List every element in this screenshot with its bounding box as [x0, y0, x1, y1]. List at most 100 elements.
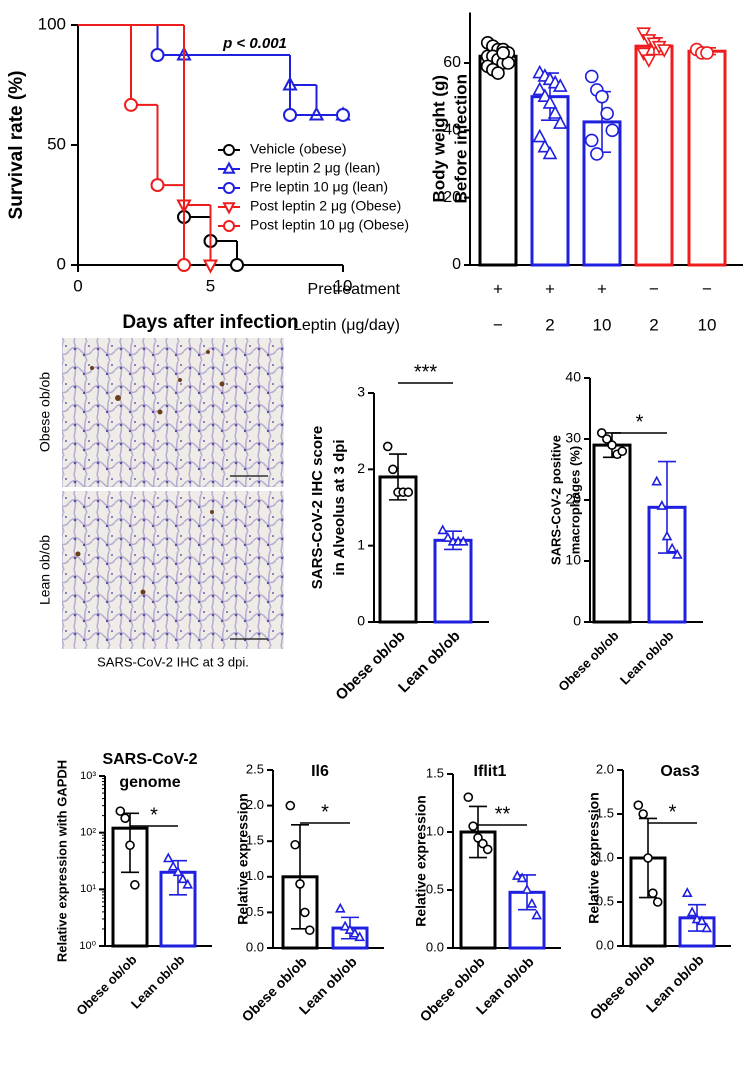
marker	[496, 46, 510, 60]
marker	[552, 78, 568, 92]
marker	[300, 907, 310, 918]
row-label: Leptin (μg/day)	[293, 317, 400, 334]
x-tick-label: Obese ob/ob	[416, 953, 487, 1024]
marker	[115, 806, 126, 816]
y-tick-label: 0	[357, 613, 365, 629]
legend-marker	[222, 161, 236, 174]
legend-label: Pre leptin 2 μg (lean)	[250, 160, 380, 176]
y-tick-label: 60	[443, 54, 461, 71]
y-tick-label: 10²	[80, 827, 96, 839]
image-caption: SARS-CoV-2 IHC at 3 dpi.	[97, 654, 249, 669]
significance-label: *	[321, 801, 329, 823]
y-tick-label: 2.5	[246, 761, 264, 776]
marker	[661, 530, 673, 541]
marker	[167, 860, 179, 871]
marker	[643, 853, 653, 863]
marker	[590, 147, 604, 161]
y-tick-label: 0.5	[596, 893, 614, 908]
marker	[124, 97, 138, 112]
x-tick-label: 2	[545, 315, 554, 334]
x-tick-label: −	[702, 279, 712, 298]
marker	[531, 909, 543, 920]
marker	[521, 883, 533, 894]
y-tick-label: 20	[443, 189, 461, 206]
marker	[202, 259, 219, 274]
ihc-image-lean	[62, 491, 284, 649]
x-tick-label: +	[545, 279, 555, 298]
marker	[511, 869, 523, 880]
x-tick-label: 10	[334, 276, 353, 295]
marker	[552, 115, 568, 129]
marker	[681, 887, 693, 898]
image-label: Lean ob/ob	[37, 535, 53, 605]
marker	[537, 138, 553, 153]
row-label: Pretreatment	[308, 281, 401, 298]
x-tick-label: 0	[73, 276, 82, 295]
marker	[547, 105, 563, 119]
marker	[651, 475, 663, 486]
marker	[336, 108, 350, 122]
bar	[634, 44, 674, 267]
ihc-image-obese	[62, 338, 284, 487]
x-tick-label: 10	[698, 315, 717, 334]
y-tick-label: 40	[443, 122, 461, 139]
marker	[701, 922, 713, 933]
significance-label: *	[669, 801, 677, 823]
marker	[633, 800, 644, 811]
marker	[162, 852, 174, 863]
marker	[532, 81, 548, 96]
y-axis-label: Relative expression	[413, 795, 429, 927]
y-tick-label: 1.0	[596, 849, 614, 864]
legend-marker	[222, 202, 236, 215]
chart-title: Iflit1	[474, 763, 507, 780]
marker	[636, 27, 652, 41]
marker	[177, 258, 191, 272]
x-tick-label: Obese ob/ob	[332, 628, 408, 704]
marker	[656, 44, 672, 58]
y-tick-label: 20	[565, 491, 581, 507]
marker	[442, 531, 454, 542]
y-axis-label: SARS-CoV-2 positive	[548, 435, 563, 565]
marker	[339, 920, 351, 931]
marker	[230, 258, 244, 272]
marker	[666, 542, 678, 553]
marker	[532, 128, 548, 143]
marker	[656, 500, 668, 510]
marker	[602, 434, 612, 444]
y-tick-label: 2.0	[246, 797, 264, 812]
y-tick-label: 50	[47, 134, 66, 153]
image-label: Obese ob/ob	[37, 372, 53, 452]
marker	[125, 840, 135, 851]
marker	[584, 69, 599, 84]
y-tick-label: 0.5	[246, 904, 264, 919]
marker	[584, 133, 599, 148]
significance-label: *	[636, 411, 644, 433]
y-tick-label: 2	[357, 460, 365, 476]
marker	[150, 48, 165, 62]
significance-label: ***	[414, 361, 438, 383]
marker	[482, 844, 493, 855]
y-tick-label: 0	[452, 256, 461, 273]
y-tick-label: 0	[573, 613, 581, 629]
marker	[491, 66, 505, 80]
marker	[283, 108, 297, 122]
marker	[652, 897, 663, 907]
significance-label: *	[150, 804, 158, 826]
y-tick-label: 10¹	[80, 883, 96, 895]
legend-marker	[223, 220, 235, 232]
marker	[516, 872, 528, 883]
x-tick-label: Obese ob/ob	[238, 953, 309, 1024]
marker	[617, 446, 628, 457]
y-tick-label: 40	[565, 369, 581, 385]
y-tick-label: 1.0	[246, 868, 264, 883]
marker	[457, 535, 469, 546]
marker	[641, 54, 657, 68]
y-tick-label: 3	[357, 384, 365, 400]
marker	[686, 906, 698, 917]
marker	[403, 487, 414, 498]
y-tick-label: 1.5	[596, 805, 614, 820]
y-tick-label: 30	[565, 430, 581, 446]
y-tick-label: 100	[38, 14, 66, 33]
annotation: p < 0.001	[222, 35, 287, 52]
